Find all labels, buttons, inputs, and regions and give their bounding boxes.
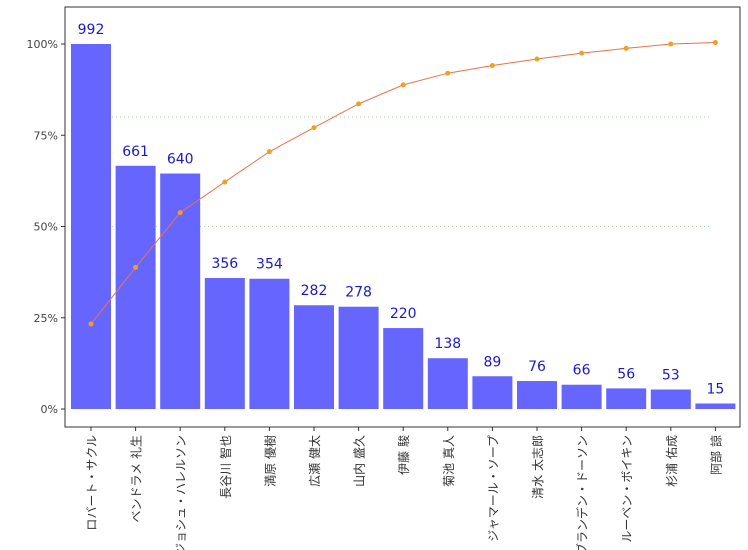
bar-8 <box>383 328 424 409</box>
cumulative-point-8 <box>400 82 406 88</box>
bar-value-label-7: 278 <box>345 285 372 301</box>
bar-6 <box>294 305 334 409</box>
x-tick-label-1: ロバート・サクル <box>85 435 99 531</box>
y-tick-label-25: 25% <box>34 312 58 325</box>
y-tick-label-50: 50% <box>34 221 58 234</box>
bars <box>71 44 736 409</box>
cumulative-point-2 <box>133 264 139 270</box>
y-tick-label-75: 75% <box>34 129 58 142</box>
x-tick-label-11: 清水 太志郎 <box>530 435 545 499</box>
bar-14 <box>650 389 691 409</box>
x-tick-label-13: ルーベン・ボイキン <box>620 435 634 543</box>
bar-5 <box>249 278 290 409</box>
x-tick-label-3: ジョシュ・ハレルソン <box>174 435 188 550</box>
x-tick-label-2: ベンドラメ 礼生 <box>129 435 144 522</box>
x-tick-label-4: 長谷川 智也 <box>218 435 233 499</box>
x-tick-label-15: 阿部 諒 <box>708 435 723 475</box>
bar-value-label-9: 138 <box>434 336 461 352</box>
x-tick-label-14: 杉浦 佑成 <box>665 435 679 487</box>
x-tick-label-9: 菊池 真人 <box>442 435 456 487</box>
grid-lines <box>80 116 712 227</box>
bar-value-label-12: 66 <box>573 363 591 379</box>
bar-value-label-6: 282 <box>301 283 328 299</box>
x-tick-label-10: ジャマール・ソープ <box>486 435 500 542</box>
bar-value-label-14: 53 <box>662 367 680 383</box>
bar-value-label-5: 354 <box>256 257 283 273</box>
bar-value-label-8: 220 <box>390 306 417 322</box>
cumulative-point-13 <box>623 45 629 51</box>
data-labels: 992 661 640 356 354 282 278 220 138 89 76 66 56 53 15 <box>78 22 725 397</box>
bar-2 <box>115 165 156 409</box>
x-tick-label-8: 伊藤 駿 <box>397 435 411 475</box>
bar-value-label-1: 992 <box>78 22 105 38</box>
bar-value-label-13: 56 <box>617 366 635 382</box>
cumulative-point-9 <box>445 70 451 76</box>
x-tick-label-12: ブランデン・ドーソン <box>575 435 590 550</box>
cumulative-point-14 <box>668 41 674 47</box>
bar-3 <box>160 173 201 409</box>
bar-9 <box>427 358 468 409</box>
bar-15 <box>695 403 736 409</box>
x-tick-label-5: 満原 優樹 <box>263 435 277 487</box>
bar-value-label-3: 640 <box>167 152 194 168</box>
y-tick-label-100: 100% <box>27 38 58 51</box>
cumulative-point-4 <box>222 179 228 185</box>
bar-value-label-10: 89 <box>483 354 501 370</box>
cumulative-point-11 <box>534 56 540 62</box>
x-tick-label-7: 山内 盛久 <box>352 435 367 487</box>
x-axis: ロバート・サクル ベンドラメ 礼生 ジョシュ・ハレルソン 長谷川 智也 満原 優樹 広瀬 … <box>85 427 723 550</box>
bar-4 <box>204 278 245 409</box>
cumulative-point-5 <box>266 149 272 155</box>
cumulative-point-6 <box>311 125 317 131</box>
y-tick-label-0: 0% <box>41 403 58 416</box>
bar-7 <box>338 306 379 409</box>
bar-value-label-2: 661 <box>122 144 149 160</box>
cumulative-point-3 <box>177 210 183 216</box>
cumulative-point-7 <box>356 101 362 107</box>
bar-value-label-15: 15 <box>706 381 724 397</box>
y-axis: 0% 25% 50% 75% 100% <box>27 38 65 416</box>
cumulative-line <box>88 40 718 327</box>
bar-value-label-4: 356 <box>211 256 238 272</box>
cumulative-point-1 <box>88 321 94 327</box>
cumulative-point-10 <box>489 63 495 69</box>
bar-10 <box>472 376 513 409</box>
bar-12 <box>561 384 602 409</box>
bar-11 <box>517 381 557 409</box>
bar-value-label-11: 76 <box>528 359 546 375</box>
bar-1 <box>71 44 111 409</box>
x-tick-label-6: 広瀬 健太 <box>307 435 322 487</box>
cumulative-point-12 <box>579 50 585 56</box>
bar-13 <box>606 388 647 409</box>
cumulative-point-15 <box>712 40 718 46</box>
